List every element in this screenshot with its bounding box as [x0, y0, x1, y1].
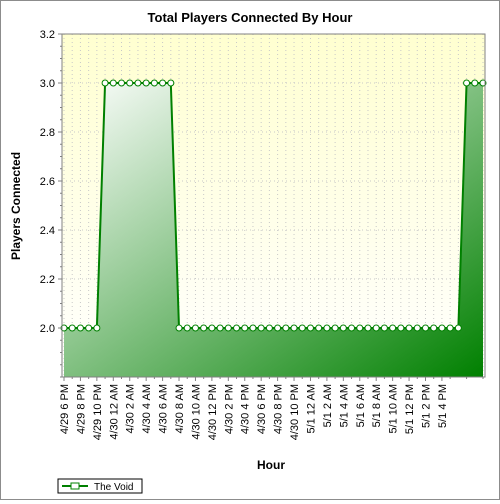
x-tick-label: 4/30 6 PM	[256, 384, 268, 434]
x-tick-label: 4/30 6 AM	[158, 384, 170, 434]
data-point	[93, 324, 101, 332]
x-axis-label: Hour	[257, 458, 285, 472]
data-point	[298, 324, 306, 332]
data-point	[397, 324, 405, 332]
data-point	[142, 79, 150, 87]
x-axis: 4/29 6 PM 4/29 8 PM 4/29 10 PM 4/30 12 AM 4/…	[59, 377, 484, 440]
legend-swatch-marker	[70, 482, 80, 490]
y-axis: 2.0 2.2 2.4 2.6 2.8 3.0 3.2	[40, 29, 62, 378]
data-point	[274, 324, 282, 332]
data-point	[85, 324, 93, 332]
data-point	[150, 79, 158, 87]
data-point	[200, 324, 208, 332]
data-point	[183, 324, 191, 332]
x-tick-label: 4/30 8 AM	[174, 384, 186, 434]
x-tick-label: 4/30 12 AM	[108, 384, 120, 440]
plot-area	[60, 33, 487, 378]
y-axis-label: Players Connected	[9, 152, 23, 260]
data-point	[216, 324, 224, 332]
data-point	[364, 324, 372, 332]
data-point	[306, 324, 314, 332]
x-tick-label: 4/30 2 PM	[223, 384, 235, 434]
y-tick-label: 2.0	[40, 323, 55, 335]
x-tick-label: 5/1 10 AM	[388, 384, 400, 434]
x-tick-label: 4/29 6 PM	[59, 384, 71, 434]
data-point	[175, 324, 183, 332]
data-point	[315, 324, 323, 332]
data-point	[405, 324, 413, 332]
series-line-the-void	[64, 82, 483, 329]
x-tick-label: 5/1 12 PM	[404, 384, 416, 434]
data-point	[167, 79, 175, 87]
data-point	[208, 324, 216, 332]
series-markers	[60, 79, 487, 332]
x-tick-label: 4/30 4 PM	[240, 384, 252, 434]
y-tick-label: 3.2	[40, 29, 55, 41]
x-tick-label: 4/30 4 AM	[141, 384, 153, 434]
data-point	[265, 324, 273, 332]
y-tick-label: 2.8	[40, 127, 55, 139]
legend-entry-the-void: The Void	[94, 482, 133, 493]
data-point	[249, 324, 257, 332]
y-tick-label: 2.6	[40, 176, 55, 188]
x-tick-label: 5/1 8 AM	[371, 384, 383, 427]
data-point	[372, 324, 380, 332]
data-point	[126, 79, 134, 87]
data-point	[241, 324, 249, 332]
x-tick-label: 5/1 12 AM	[305, 384, 317, 434]
x-tick-label: 4/30 8 PM	[273, 384, 285, 434]
data-point	[438, 324, 446, 332]
data-point	[257, 324, 265, 332]
x-tick-label: 5/1 6 AM	[355, 384, 367, 427]
data-point	[323, 324, 331, 332]
data-point	[471, 79, 479, 87]
data-point	[380, 324, 388, 332]
y-tick-label: 2.2	[40, 274, 55, 286]
x-tick-label: 4/29 10 PM	[92, 384, 104, 440]
data-point	[421, 324, 429, 332]
data-point	[430, 324, 438, 332]
data-point	[331, 324, 339, 332]
chart-title: Total Players Connected By Hour	[148, 10, 353, 25]
x-tick-label: 4/30 10 PM	[289, 384, 301, 440]
y-tick-label: 2.4	[40, 225, 55, 237]
x-tick-label: 4/29 8 PM	[75, 384, 87, 434]
data-point	[76, 324, 84, 332]
data-point	[224, 324, 232, 332]
data-point	[282, 324, 290, 332]
data-point	[109, 79, 117, 87]
data-point	[413, 324, 421, 332]
y-tick-label: 3.0	[40, 78, 55, 90]
x-tick-label: 4/30 2 AM	[125, 384, 137, 434]
data-point	[191, 324, 199, 332]
data-point	[339, 324, 347, 332]
data-point	[446, 324, 454, 332]
x-tick-label: 5/1 2 AM	[322, 384, 334, 427]
data-point	[454, 324, 462, 332]
x-tick-label: 5/1 2 PM	[420, 384, 432, 428]
data-point	[463, 79, 471, 87]
x-tick-label: 5/1 4 AM	[338, 384, 350, 427]
data-point	[101, 79, 109, 87]
data-point	[68, 324, 76, 332]
data-point	[356, 324, 364, 332]
data-point	[348, 324, 356, 332]
x-tick-label: 5/1 4 PM	[437, 384, 449, 428]
legend: The Void	[57, 478, 143, 494]
data-point	[233, 324, 241, 332]
data-point	[118, 79, 126, 87]
data-point	[389, 324, 397, 332]
x-tick-label: 4/30 12 PM	[207, 384, 219, 440]
x-tick-label: 4/30 10 AM	[190, 384, 202, 440]
data-point	[159, 79, 167, 87]
series-area-the-void	[64, 83, 483, 377]
data-point	[134, 79, 142, 87]
data-point	[290, 324, 298, 332]
